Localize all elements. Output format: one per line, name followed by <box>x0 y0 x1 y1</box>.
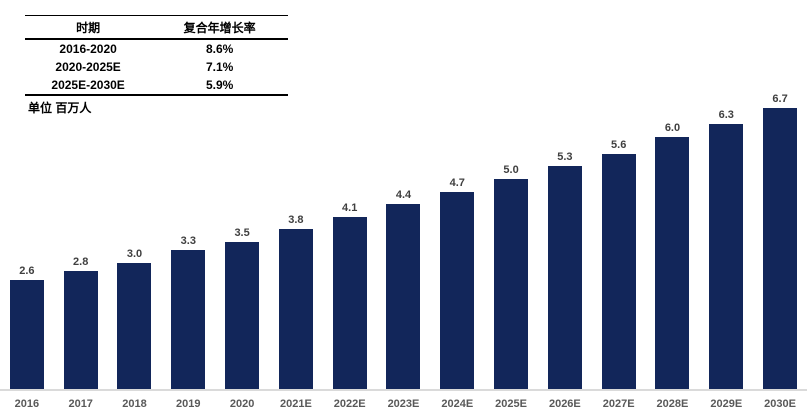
bar <box>601 153 636 389</box>
cagr-cell: 5.9% <box>205 78 234 92</box>
bar-value-label: 5.6 <box>611 138 627 151</box>
bar-column: 4.4 <box>377 90 431 389</box>
x-axis-label: 2019 <box>176 398 201 410</box>
bar-value-label: 4.1 <box>342 201 358 214</box>
period-cell: 2025E-2030E <box>51 78 125 92</box>
bar <box>547 166 582 389</box>
x-axis-label: 2027E <box>602 398 635 410</box>
bar <box>171 250 206 389</box>
bar-value-label: 3.3 <box>180 235 196 248</box>
bar-column: 2.8 <box>54 90 108 389</box>
x-axis-label: 2030E <box>764 398 796 410</box>
bar-column: 3.3 <box>161 90 215 389</box>
cagr-table: 时期 复合年增长率 2016-2020 8.6% 2020-2025E 7.1%… <box>25 15 288 96</box>
bar-column: 3.5 <box>215 90 269 389</box>
bar <box>655 137 690 389</box>
bar-column: 3.8 <box>269 90 323 389</box>
cagr-table-header-row: 时期 复合年增长率 <box>25 15 288 39</box>
x-axis-label: 2016 <box>14 398 40 410</box>
bar <box>494 179 529 389</box>
x-axis-label: 2018 <box>122 398 147 410</box>
bar-column: 6.3 <box>699 90 753 389</box>
bar-column: 4.7 <box>430 90 484 389</box>
bar-column: 3.0 <box>108 90 162 389</box>
bar <box>440 191 475 389</box>
bar-value-label: 4.7 <box>449 176 465 189</box>
bar <box>332 216 367 389</box>
bar-chart: 2.6 2.8 3.0 3.3 3.5 3.8 4.1 4.4 4.7 5.0 5.3 5.6 6.0 6… <box>0 90 807 410</box>
bar-column: 5.0 <box>484 90 538 389</box>
bar <box>278 229 313 389</box>
x-axis-label: 2023E <box>387 398 420 410</box>
cagr-table-header-period: 时期 <box>76 21 101 35</box>
x-axis-label: 2029E <box>710 398 743 410</box>
bar-column: 2.6 <box>0 90 54 389</box>
bar <box>117 263 152 389</box>
period-cell: 2020-2025E <box>55 60 121 74</box>
bar-value-label: 2.6 <box>19 264 35 277</box>
bar-value-label: 3.5 <box>234 227 250 239</box>
bar <box>63 271 98 389</box>
x-axis-label: 2021E <box>279 398 312 410</box>
bar <box>225 242 260 389</box>
period-cell: 2016-2020 <box>59 42 117 56</box>
table-row: 2020-2025E 7.1% <box>25 58 288 76</box>
x-axis-label: 2026E <box>548 398 581 410</box>
x-axis-label: 2017 <box>68 398 93 410</box>
cagr-table-header-cagr: 复合年增长率 <box>183 21 256 35</box>
unit-label: 单位 百万人 <box>28 101 92 115</box>
x-axis-label: 2022E <box>333 398 366 410</box>
bar-value-label: 3.0 <box>126 248 143 260</box>
bar-column: 6.0 <box>646 90 700 389</box>
table-row: 2016-2020 8.6% <box>25 39 288 58</box>
x-axis-label: 2024E <box>441 398 474 410</box>
bar-column: 4.1 <box>323 90 377 389</box>
bar-column: 5.6 <box>592 90 646 389</box>
bar <box>386 204 421 389</box>
bar-value-label: 6.3 <box>718 109 734 122</box>
cagr-cell: 8.6% <box>205 42 234 56</box>
xaxis-labels: 2016 2017 2018 2019 2020 2021E 2022E 2023E 2024E… <box>0 391 807 410</box>
bars-row: 2.6 2.8 3.0 3.3 3.5 3.8 4.1 4.4 4.7 5.0 5.3 5.6 6.0 6… <box>0 90 807 391</box>
bar-value-label: 4.4 <box>395 189 412 202</box>
x-axis-label: 2025E <box>495 398 527 410</box>
bar-column: 5.3 <box>538 90 592 389</box>
bar <box>763 107 798 389</box>
bar <box>709 124 744 389</box>
bar-value-label: 5.3 <box>557 151 573 164</box>
bar-value-label: 2.8 <box>73 256 89 269</box>
table-row: 2025E-2030E 5.9% <box>25 76 288 95</box>
x-axis-label: 2028E <box>656 398 689 410</box>
bar-value-label: 5.0 <box>503 164 519 176</box>
bar-value-label: 3.8 <box>288 214 304 227</box>
cagr-cell: 7.1% <box>205 60 234 74</box>
x-axis-label: 2020 <box>229 398 255 410</box>
bar <box>9 279 44 389</box>
bar-value-label: 6.7 <box>772 92 788 105</box>
bar-value-label: 6.0 <box>664 122 681 134</box>
bar-column: 6.7 <box>753 90 807 389</box>
